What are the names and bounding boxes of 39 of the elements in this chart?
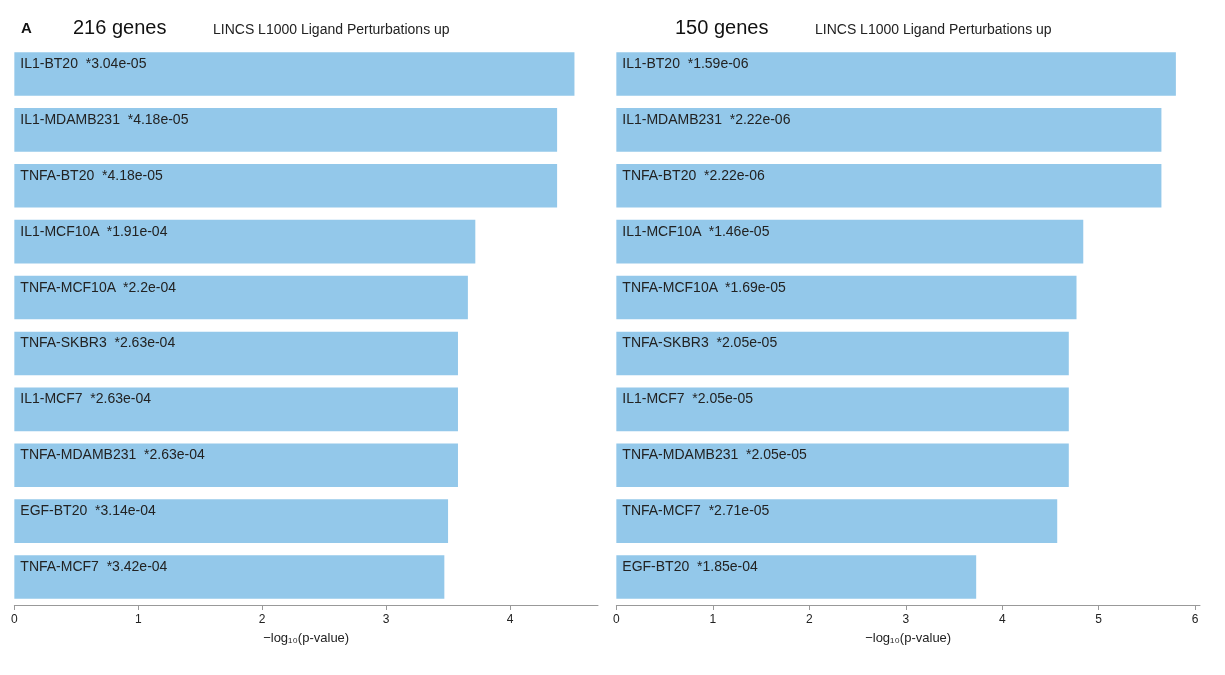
x-tick-label: 5 (1095, 612, 1103, 626)
x-tick-label: 6 (1191, 612, 1199, 626)
y-tick-label: TNFA-SKBR3 *2.63e-04 (20, 334, 176, 351)
x-tick-label: 2 (805, 612, 813, 626)
chart-subtitle: LINCS L1000 Ligand Perturbations up (815, 21, 1052, 37)
y-tick-label: TNFA-MDAMB231 *2.05e-05 (622, 446, 807, 463)
chart-subtitle: LINCS L1000 Ligand Perturbations up (213, 21, 450, 37)
y-tick-label: EGF-BT20 *1.85e-04 (622, 558, 758, 575)
y-tick-label: TNFA-BT20 *2.22e-06 (622, 166, 765, 183)
y-tick-label: IL1-MCF10A *1.46e-05 (622, 222, 770, 239)
x-tick-label: 0 (612, 612, 620, 626)
y-tick-label: IL1-BT20 *1.59e-06 (622, 54, 749, 71)
chart-title: 150 genes (675, 16, 769, 38)
y-tick-label: TNFA-MDAMB231 *2.63e-04 (20, 446, 205, 463)
x-axis-title: −log₁₀(p-value) (865, 630, 952, 645)
y-tick-label: IL1-MCF7 *2.63e-04 (20, 390, 152, 407)
x-tick-label: 3 (382, 612, 390, 626)
x-tick-label: 3 (902, 612, 910, 626)
annotation: A (21, 19, 32, 36)
y-tick-label: TNFA-SKBR3 *2.05e-05 (622, 334, 778, 351)
y-tick-label: IL1-MDAMB231 *2.22e-06 (622, 110, 791, 127)
y-tick-label: TNFA-MCF10A *2.2e-04 (20, 278, 177, 295)
x-tick-label: 1 (134, 612, 142, 626)
y-tick-label: TNFA-MCF7 *3.42e-04 (20, 558, 168, 575)
y-tick-label: IL1-MCF7 *2.05e-05 (622, 390, 754, 407)
y-tick-label: TNFA-MCF10A *1.69e-05 (622, 278, 786, 295)
x-tick-label: 2 (258, 612, 266, 626)
y-tick-label: IL1-MDAMB231 *4.18e-05 (20, 110, 189, 127)
x-tick-label: 0 (10, 612, 18, 626)
y-tick-label: TNFA-BT20 *4.18e-05 (20, 166, 163, 183)
chart-title: 216 genes (73, 16, 167, 38)
x-tick-label: 4 (998, 612, 1006, 626)
x-tick-label: 1 (709, 612, 717, 626)
x-axis-title: −log₁₀(p-value) (263, 630, 350, 645)
y-tick-label: EGF-BT20 *3.14e-04 (20, 502, 156, 519)
y-tick-label: TNFA-MCF7 *2.71e-05 (622, 502, 770, 519)
y-tick-label: IL1-MCF10A *1.91e-04 (20, 222, 168, 239)
y-tick-label: IL1-BT20 *3.04e-05 (20, 54, 147, 71)
x-tick-label: 4 (506, 612, 514, 626)
